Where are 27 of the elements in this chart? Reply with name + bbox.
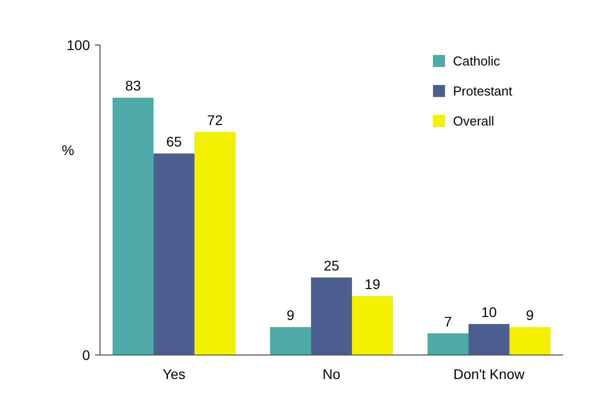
data-label: 19 xyxy=(364,276,380,292)
x-tick-label: Yes xyxy=(162,366,186,382)
y-tick-label: 100 xyxy=(66,36,90,53)
legend-label: Protestant xyxy=(453,84,513,99)
legend-label: Catholic xyxy=(453,54,500,69)
x-tick-label: No xyxy=(322,366,341,382)
legend-label: Overall xyxy=(453,114,494,129)
data-label: 83 xyxy=(125,78,142,94)
bar xyxy=(194,132,236,355)
data-label: 65 xyxy=(166,134,182,150)
data-label: 10 xyxy=(481,304,497,320)
bar xyxy=(270,327,312,355)
bar xyxy=(509,327,550,355)
data-label: 7 xyxy=(444,313,452,330)
bar xyxy=(352,296,393,355)
bar xyxy=(428,333,469,355)
bar xyxy=(112,98,154,355)
x-tick-label: Don't Know xyxy=(453,366,526,382)
data-label: 25 xyxy=(324,258,340,274)
data-label: 72 xyxy=(207,112,223,128)
y-tick-label: 0 xyxy=(82,346,90,363)
bar xyxy=(311,278,352,355)
bar xyxy=(468,324,510,355)
y-axis-title: % xyxy=(62,142,74,158)
bar xyxy=(154,154,194,355)
data-label: 9 xyxy=(286,307,295,324)
data-label: 9 xyxy=(526,307,534,324)
